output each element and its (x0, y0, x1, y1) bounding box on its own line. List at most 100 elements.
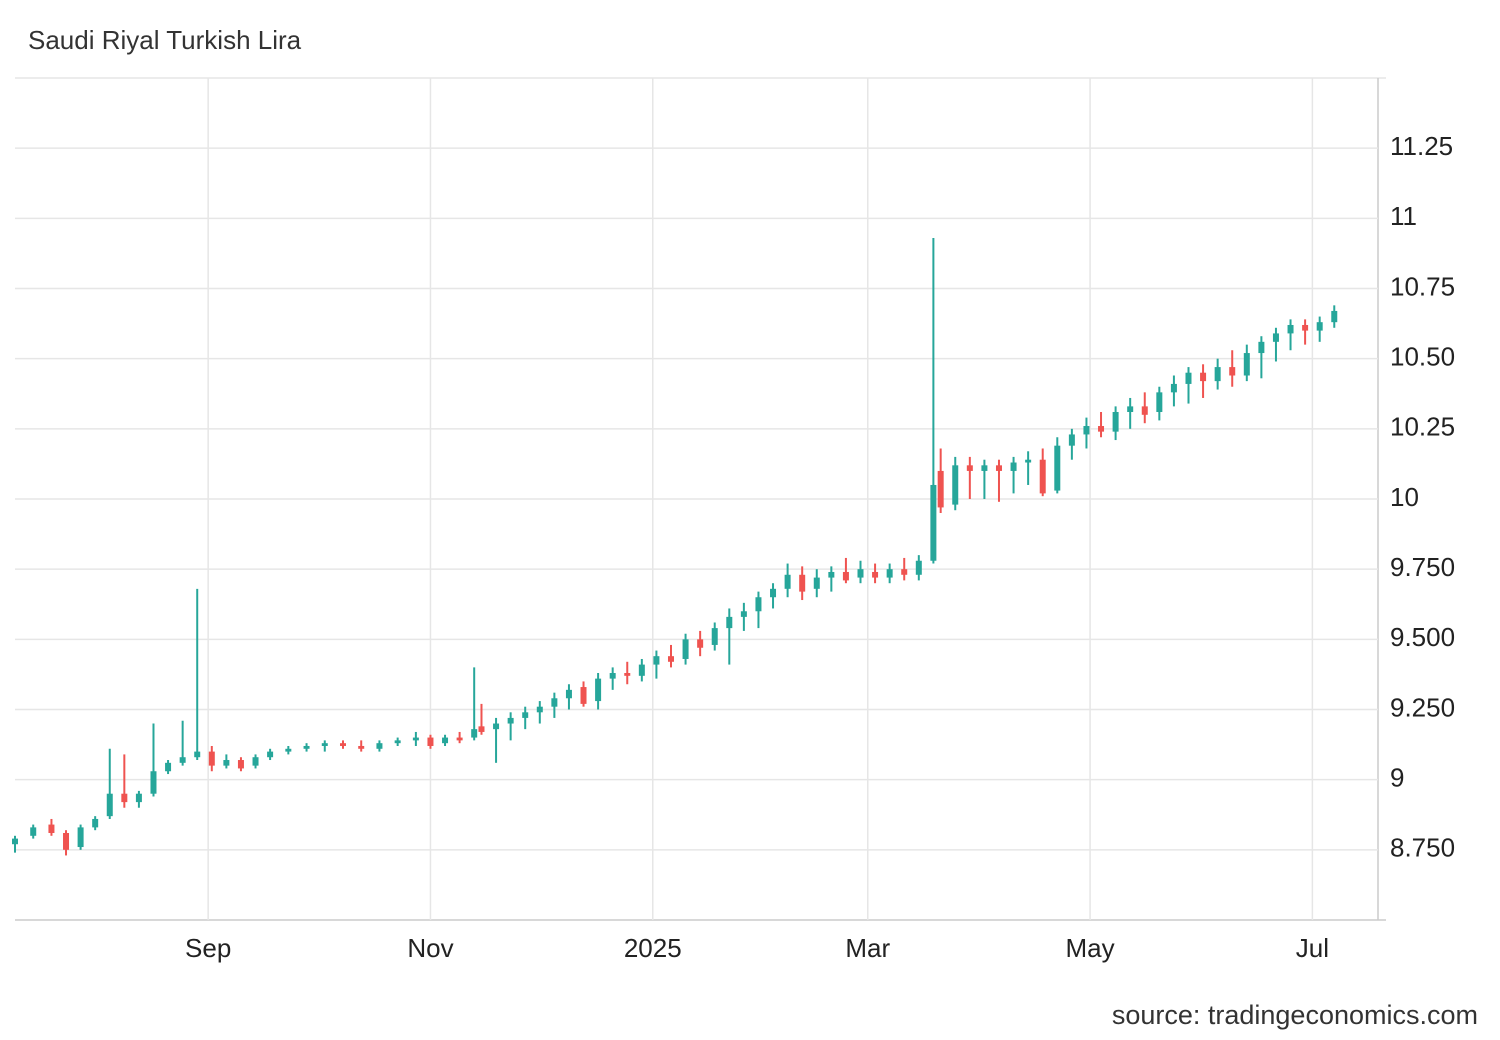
candle-body (1068, 434, 1075, 446)
candle-body (799, 574, 806, 592)
x-tick-label: Jul (1296, 933, 1329, 963)
y-tick-label: 8.750 (1390, 833, 1455, 863)
candle-body (507, 717, 514, 724)
candle-body (1039, 459, 1046, 494)
candle-body (536, 706, 543, 713)
candle-body (493, 723, 500, 730)
candle-body (981, 465, 988, 471)
candle-body (77, 827, 84, 848)
y-tick-label: 9.250 (1390, 692, 1455, 722)
candle-body (842, 571, 849, 581)
candle-body (770, 588, 777, 598)
x-tick-label: May (1066, 933, 1115, 963)
candle-body (952, 465, 959, 505)
candle-body (321, 743, 328, 746)
candle-body (339, 743, 346, 746)
candle-body (1170, 383, 1177, 393)
candle-body (1185, 372, 1192, 384)
candle-body (726, 616, 733, 629)
candle-body (1272, 333, 1279, 342)
y-tick-label: 11 (1390, 201, 1417, 231)
y-tick-label: 11.25 (1390, 131, 1453, 161)
candle-body (638, 664, 645, 676)
candle-body (1141, 406, 1148, 415)
candle-body (755, 597, 762, 612)
candle-body (1156, 392, 1163, 412)
candle-body (12, 838, 18, 845)
source-note: source: tradingeconomics.com (1112, 1000, 1478, 1030)
candle-body (303, 745, 310, 749)
candle-body (697, 639, 704, 648)
candle-body (653, 656, 660, 665)
y-tick-label: 10 (1390, 482, 1419, 512)
candle-body (966, 465, 973, 471)
candle-body (1258, 341, 1265, 354)
candle-body (937, 470, 944, 508)
candle-body (595, 678, 602, 702)
candle-body (1112, 411, 1119, 432)
candle-body (179, 757, 186, 763)
candle-body (930, 484, 937, 561)
candle-body (1316, 322, 1323, 331)
candle-body (1200, 372, 1207, 382)
candle-body (667, 656, 674, 662)
candle-body (1287, 324, 1294, 334)
candle-body (915, 560, 922, 575)
y-tick-label: 9 (1390, 763, 1404, 793)
candle-body (394, 740, 401, 744)
candle-body (471, 729, 478, 738)
candle-body (376, 743, 383, 749)
candle-body (740, 611, 747, 617)
candle-body (522, 712, 529, 718)
candle-body (1229, 367, 1236, 376)
candle-body (135, 793, 142, 803)
candle-body (872, 571, 879, 578)
candle-body (609, 673, 616, 679)
chart-title: Saudi Riyal Turkish Lira (28, 25, 302, 55)
candle-body (48, 824, 55, 833)
candle-body (478, 726, 485, 732)
candle-body (565, 689, 572, 699)
candle-body (121, 793, 128, 803)
candle-body (442, 737, 449, 744)
candle-body (995, 465, 1002, 471)
candle-body (1083, 426, 1090, 435)
candle-body (1025, 459, 1032, 463)
candle-body (106, 793, 113, 817)
candle-body (551, 698, 558, 707)
candle-body (194, 751, 201, 758)
candle-body (857, 569, 864, 578)
candle-body (1098, 426, 1105, 432)
y-tick-label: 9.500 (1390, 622, 1455, 652)
y-tick-label: 10.25 (1390, 412, 1455, 442)
candle-body (1243, 353, 1250, 376)
candle-body (1302, 324, 1309, 331)
y-tick-label: 10.75 (1390, 271, 1455, 301)
candle-body (1127, 406, 1134, 412)
candle-body (886, 569, 893, 578)
candle-body (285, 748, 292, 752)
candle-body (30, 827, 37, 836)
candle-body (358, 745, 365, 749)
y-tick-label: 10.50 (1390, 342, 1455, 372)
candle-body (63, 832, 70, 850)
candle-body (237, 760, 244, 769)
candle-body (711, 628, 718, 645)
x-tick-label: Mar (845, 933, 890, 963)
candle-body (624, 673, 631, 676)
candle-body (1010, 462, 1017, 471)
candle-body (456, 737, 463, 741)
x-tick-label: 2025 (624, 933, 682, 963)
candle-body (252, 757, 259, 766)
candle-body (1331, 310, 1338, 323)
candle-body (150, 771, 157, 794)
candle-body (223, 760, 230, 766)
candle-body (828, 571, 835, 578)
candle-body (1054, 445, 1061, 491)
y-tick-label: 9.750 (1390, 552, 1455, 582)
candle-body (412, 737, 419, 741)
candle-body (580, 687, 587, 704)
candle-body (208, 751, 215, 766)
candle-body (813, 577, 820, 589)
